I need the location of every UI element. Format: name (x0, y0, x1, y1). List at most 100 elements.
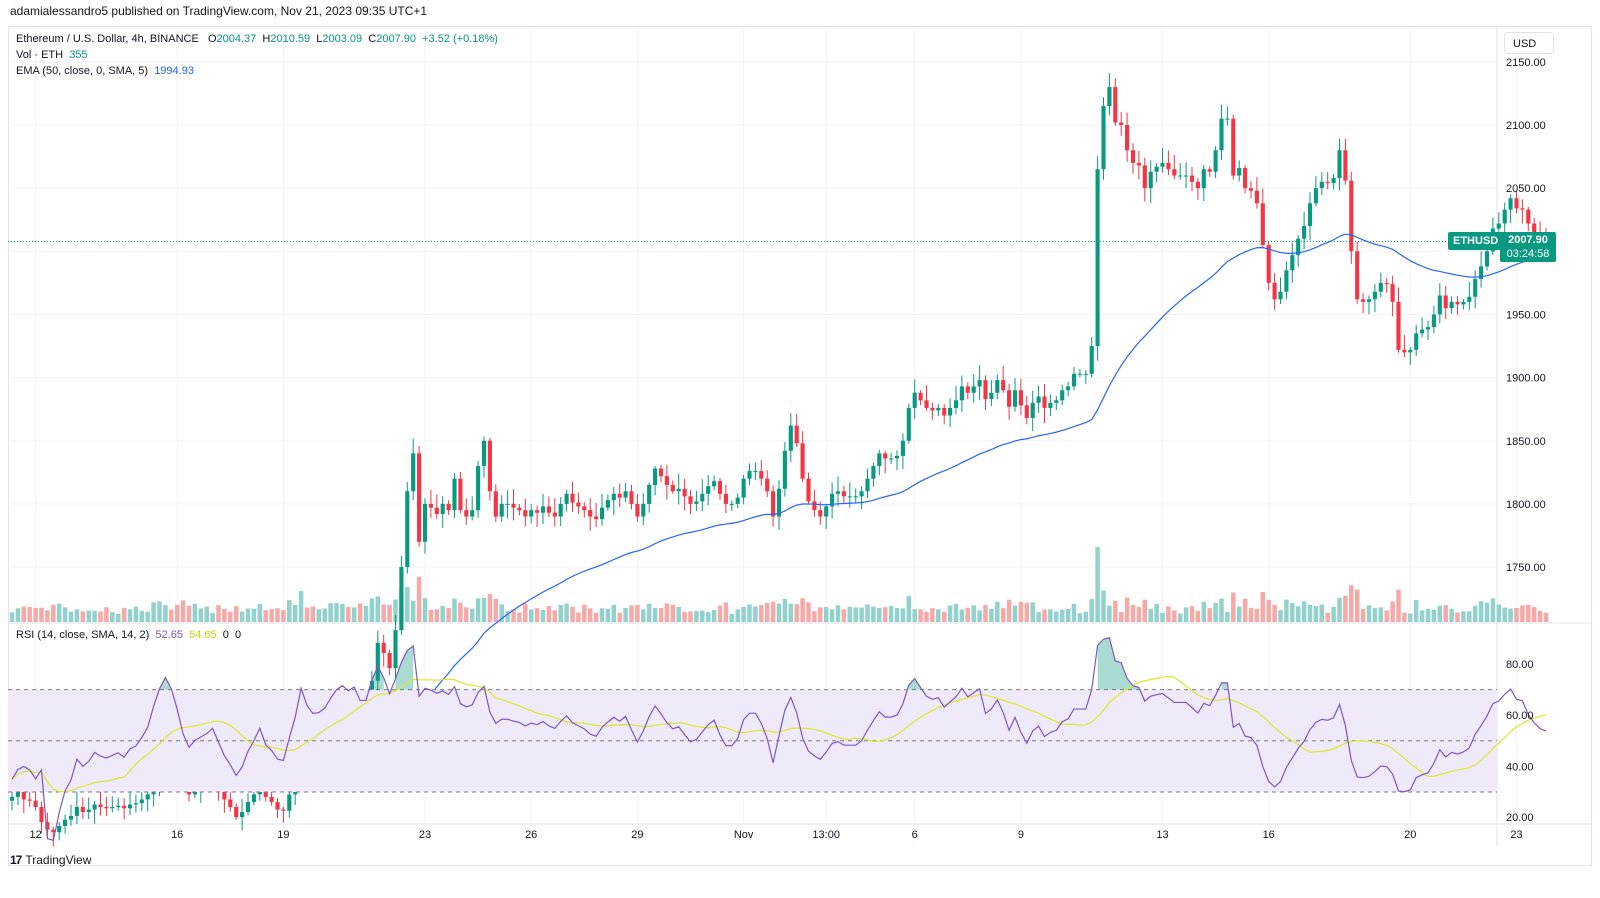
candle (92, 800, 97, 824)
symbol-price-tag: ETHUSD (1448, 232, 1504, 251)
volume-legend[interactable]: Vol · ETH 355 (16, 49, 88, 61)
rsi-legend[interactable]: RSI (14, close, SMA, 14, 2) 52.65 54.65 … (16, 629, 241, 641)
candle-body (894, 455, 900, 459)
candle-body (33, 800, 38, 808)
candle-body (1396, 301, 1401, 350)
candle-body (1012, 390, 1018, 407)
volume-bar (469, 608, 475, 622)
candle-body (818, 510, 823, 517)
candle (487, 437, 492, 501)
volume-bar (1514, 607, 1519, 622)
volume-bar (1018, 601, 1024, 622)
candle (676, 473, 681, 505)
candle (86, 797, 91, 820)
candle (1030, 390, 1035, 432)
candle-body (110, 807, 115, 809)
candle-body (1172, 169, 1177, 176)
candle (576, 492, 581, 514)
candle-body (405, 491, 410, 568)
candle (1018, 378, 1023, 415)
candle-body (658, 468, 664, 477)
candle (735, 493, 740, 509)
candle-body (965, 386, 970, 393)
volume-bar (1012, 605, 1018, 622)
rsi-overbought-fill (395, 646, 414, 690)
candle (1048, 394, 1053, 417)
candle-body (92, 804, 97, 810)
volume-bar (139, 610, 145, 622)
candle (540, 493, 546, 525)
time-tick-label: 19 (277, 829, 289, 841)
volume-bar (464, 607, 469, 622)
volume-bar (493, 598, 499, 622)
candle (1378, 272, 1383, 298)
price-tick-label: 2150.00 (1506, 57, 1546, 69)
candle-body (434, 507, 439, 515)
candle-body (1160, 162, 1165, 167)
candle (1408, 347, 1413, 365)
candle-body (1319, 181, 1324, 189)
volume-bar (281, 610, 286, 622)
candle-body (1284, 270, 1289, 292)
candle-body (995, 380, 1000, 393)
volume-bar (528, 609, 534, 622)
volume-bar (688, 611, 693, 622)
rsi-overbought-fill (159, 677, 172, 690)
volume-bar (1402, 612, 1407, 622)
candle (971, 374, 976, 403)
volume-bar (776, 603, 782, 622)
candle-body (1125, 125, 1130, 151)
candle-body (1278, 291, 1283, 300)
volume-bar (641, 609, 646, 622)
candle-body (1349, 180, 1354, 252)
legend-symbol[interactable]: Ethereum / U.S. Dollar, 4h, BINANCE (16, 33, 199, 45)
candle (582, 502, 587, 518)
candle-body (21, 791, 26, 800)
candle-body (759, 471, 764, 479)
candle (499, 495, 504, 522)
volume-bar (977, 610, 982, 622)
volume-bar (1124, 597, 1130, 622)
candle-body (735, 497, 740, 504)
candle-body (251, 794, 256, 802)
candle-body (635, 503, 640, 517)
volume-bar (1054, 611, 1059, 622)
volume-bar (1349, 585, 1354, 622)
volume-bars (9, 547, 1549, 622)
volume-bar (86, 610, 91, 622)
candle-body (812, 501, 817, 511)
candle (33, 789, 38, 811)
volume-bar (1195, 610, 1201, 622)
candle-body (133, 803, 138, 805)
candle (51, 826, 56, 847)
candle-body (440, 503, 445, 515)
volume-bar (764, 602, 770, 622)
volume-bar (363, 605, 369, 622)
candle-body (245, 801, 251, 813)
candle-body (57, 825, 62, 833)
volume-bar (912, 609, 917, 622)
candle-body (470, 510, 475, 517)
candle (965, 382, 970, 400)
candle (871, 462, 876, 487)
candle-body (865, 478, 870, 492)
candle (706, 475, 711, 506)
candle-body (1001, 380, 1006, 391)
candle-body (936, 407, 941, 411)
currency-selector[interactable]: USD (1504, 32, 1554, 54)
candle-body (45, 822, 50, 830)
candle-body (564, 493, 569, 504)
ema-legend[interactable]: EMA (50, close, 0, SMA, 5) 1994.93 (16, 65, 194, 77)
candle-body (546, 506, 551, 513)
volume-bar (45, 610, 50, 622)
candle-body (1461, 301, 1466, 305)
tradingview-logo-icon: 17 (10, 853, 22, 867)
volume-bar (292, 604, 298, 622)
volume-bar (1413, 600, 1419, 622)
footer-brand[interactable]: 17 TradingView (10, 853, 91, 867)
candle-body (877, 453, 882, 467)
candle (440, 496, 445, 528)
volume-bar (1036, 612, 1041, 622)
volume-bar (1325, 612, 1330, 622)
